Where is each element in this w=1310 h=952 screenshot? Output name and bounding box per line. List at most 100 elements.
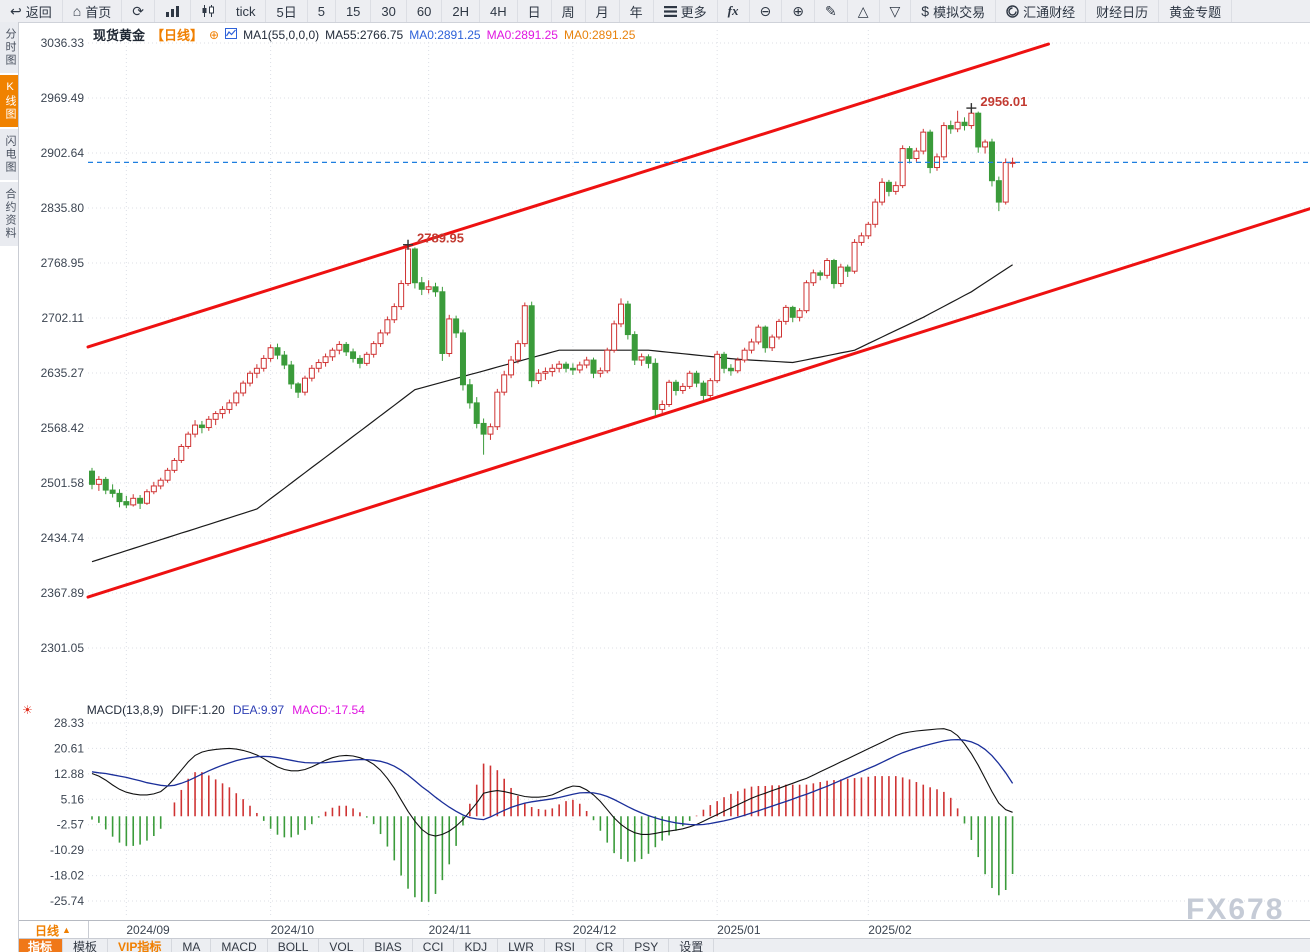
refresh-icon: ⟳ [132,3,144,19]
macd-header: ☀ MACD(13,8,9) DIFF:1.20 DEA:9.97 MACD:-… [22,703,365,717]
period-d-button[interactable]: 日 [518,0,552,22]
refresh-button[interactable]: ⟳ [122,0,155,22]
indicator-tab-MACD[interactable]: MACD [211,939,268,952]
indicator-tab-KDJ[interactable]: KDJ [454,939,499,952]
candle-body-up [521,305,528,345]
candle-body-down [295,383,302,393]
huitong-icon [1006,4,1019,18]
chart-text: 12.88 [54,767,84,781]
bar-chart-button[interactable] [155,0,191,22]
candle-body-down [693,372,700,384]
period-5-button[interactable]: 5 [308,0,336,22]
candle-body-up [617,303,624,325]
add-indicator-icon[interactable]: ⊕ [209,27,220,42]
indicator-tab-CR[interactable]: CR [586,939,625,952]
gold-topic-button[interactable]: 黄金专题 [1159,0,1233,22]
candle-body-down [432,286,439,293]
candle-body-up [370,343,377,355]
period-label: 【日线】 [151,28,204,43]
candle-body-up [913,150,920,159]
candle-body-down [700,382,707,396]
indicator-tab-LWR[interactable]: LWR [498,939,545,952]
candle-body-up [233,392,240,404]
candle-chart-button[interactable] [191,0,226,22]
triangle-down-icon: ▽ [889,3,901,19]
macd-settings-icon[interactable]: ☀ [22,703,33,717]
indicator-tab-MA[interactable]: MA [172,939,212,952]
chart-type-sidebar: 分时图 K线图闪电图合约资料 [0,22,19,952]
pencil-icon: ✎ [824,3,837,19]
huitong-finance-button[interactable]: 汇通财经 [996,0,1087,22]
indicator-tab-PSY[interactable]: PSY [624,939,670,952]
candle-body-up [755,326,762,343]
back-button-label: 返回 [25,4,52,20]
period-tick-button[interactable]: tick [226,0,267,22]
period-month-button[interactable]: 月 [586,0,620,22]
more-button[interactable]: 更多 [654,0,718,22]
indicator-tab-设置[interactable]: 设置 [669,939,715,952]
period-60-button[interactable]: 60 [407,0,443,22]
flag-down-button[interactable]: ▽ [880,0,912,22]
chart-text: 2902.64 [41,146,85,160]
candle-body-down [624,303,631,336]
calendar-button[interactable]: 财经日历 [1086,0,1160,22]
period-week-button[interactable]: 周 [552,0,586,22]
period-15-button-label: 15 [345,3,361,19]
candle-body-up [336,343,343,351]
period-15-button[interactable]: 15 [336,0,372,22]
home-button[interactable]: ⌂ 首页 [63,0,123,22]
period-2h-button[interactable]: 2H [442,0,480,22]
x-axis-label: 2024/10 [270,923,314,937]
candle-body-up [157,479,164,487]
period-selector[interactable]: 日线 ▲ [18,921,89,939]
indicator-tab-VOL[interactable]: VOL [319,939,365,952]
chart-text: 2835.80 [41,201,85,215]
sidebar-item-contract-info[interactable]: 合约资料 [0,182,18,246]
candle-body-up [363,353,370,364]
sidebar-item-kline-chart[interactable]: K线图 [0,75,18,127]
sidebar-item-time-chart[interactable]: 分时图 [0,22,18,73]
chart-header: 现货黄金 【日线】 ⊕ MA1(55,0,0,0) MA55:2766.75 M… [93,25,635,44]
macd-diff-value: DIFF:1.20 [171,703,225,717]
trend-channel-line [86,42,1050,349]
candle-body-down [927,131,934,169]
period-30-button[interactable]: 30 [371,0,407,22]
chart-text: 2635.27 [41,366,85,380]
indicator-tab-CCI[interactable]: CCI [413,939,455,952]
period-day-button[interactable]: 4H [480,0,518,22]
candle-body-up [315,362,322,369]
candle-body-up [879,181,886,203]
period-5day-button[interactable]: 5日 [266,0,308,22]
indicator-tab-BOLL[interactable]: BOLL [268,939,320,952]
flag-up-button[interactable]: △ [848,0,880,22]
candle-body-up [968,112,975,127]
indicator-tab-VIP指标[interactable]: VIP指标 [108,939,173,952]
indicator-tab-BIAS[interactable]: BIAS [364,939,413,952]
indicator-tab-RSI[interactable]: RSI [545,939,586,952]
simulated-trading-button[interactable]: $ 模拟交易 [911,0,997,22]
candle-body-down [885,181,892,192]
zoom-in-icon: ⊕ [792,3,804,19]
chart-text: 2434.74 [41,531,85,545]
draw-button[interactable]: ✎ [815,0,848,22]
zoom-in-button[interactable]: ⊕ [782,0,815,22]
chart-text: 2367.89 [41,586,85,600]
fx-icon: fx [727,3,739,18]
period-year-button[interactable]: 年 [620,0,654,22]
candle-body-up [377,332,384,345]
candle-body-down [198,424,205,429]
sidebar-item-lightning-chart[interactable]: 闪电图 [0,129,18,180]
chart-text: 2501.58 [41,476,85,490]
indicator-tab-指标[interactable]: 指标 [18,939,64,952]
candle-body-down [116,492,123,503]
chart-text: 2301.05 [41,641,85,655]
candle-body-down [350,351,357,359]
home-icon: ⌂ [72,3,82,19]
candle-body-up [782,306,789,322]
zoom-out-button[interactable]: ⊖ [750,0,783,22]
back-button[interactable]: ↩ 返回 [0,0,63,22]
indicator-tab-模板[interactable]: 模板 [63,939,109,952]
indicator-fx-button[interactable]: fx [718,0,750,22]
